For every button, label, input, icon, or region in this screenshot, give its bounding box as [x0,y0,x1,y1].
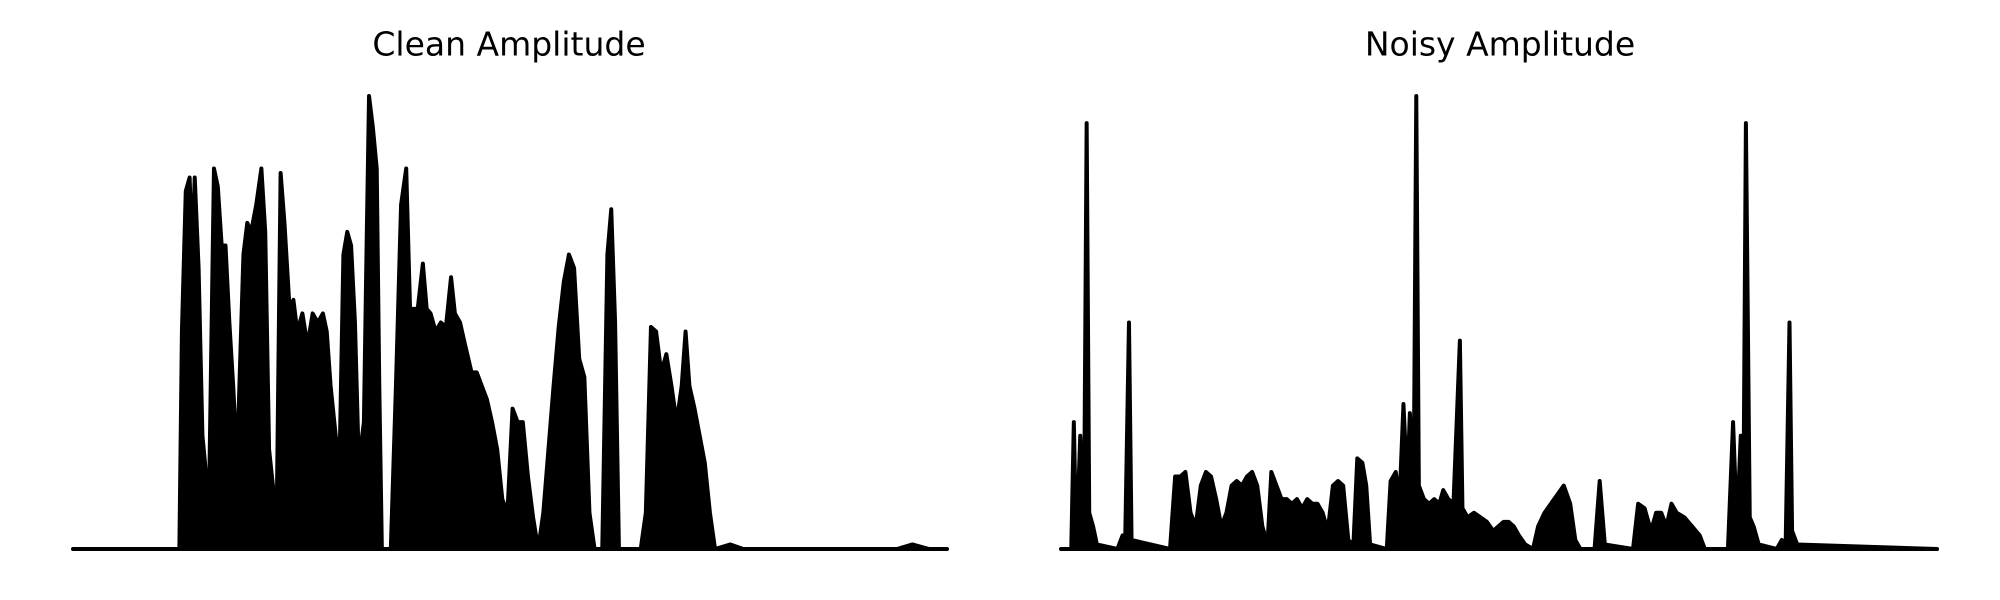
amplitude-line [71,94,949,551]
chart-title: Noisy Amplitude [1365,25,1635,64]
right-panel: Noisy Amplitude [1059,25,1939,551]
chart-title: Clean Amplitude [372,25,645,64]
left-panel: Clean Amplitude [71,25,949,551]
amplitude-line [1059,94,1939,551]
